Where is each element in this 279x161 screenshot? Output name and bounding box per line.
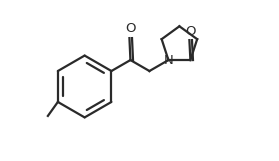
Text: O: O bbox=[125, 22, 136, 35]
Text: N: N bbox=[163, 54, 173, 66]
Text: O: O bbox=[185, 25, 196, 38]
